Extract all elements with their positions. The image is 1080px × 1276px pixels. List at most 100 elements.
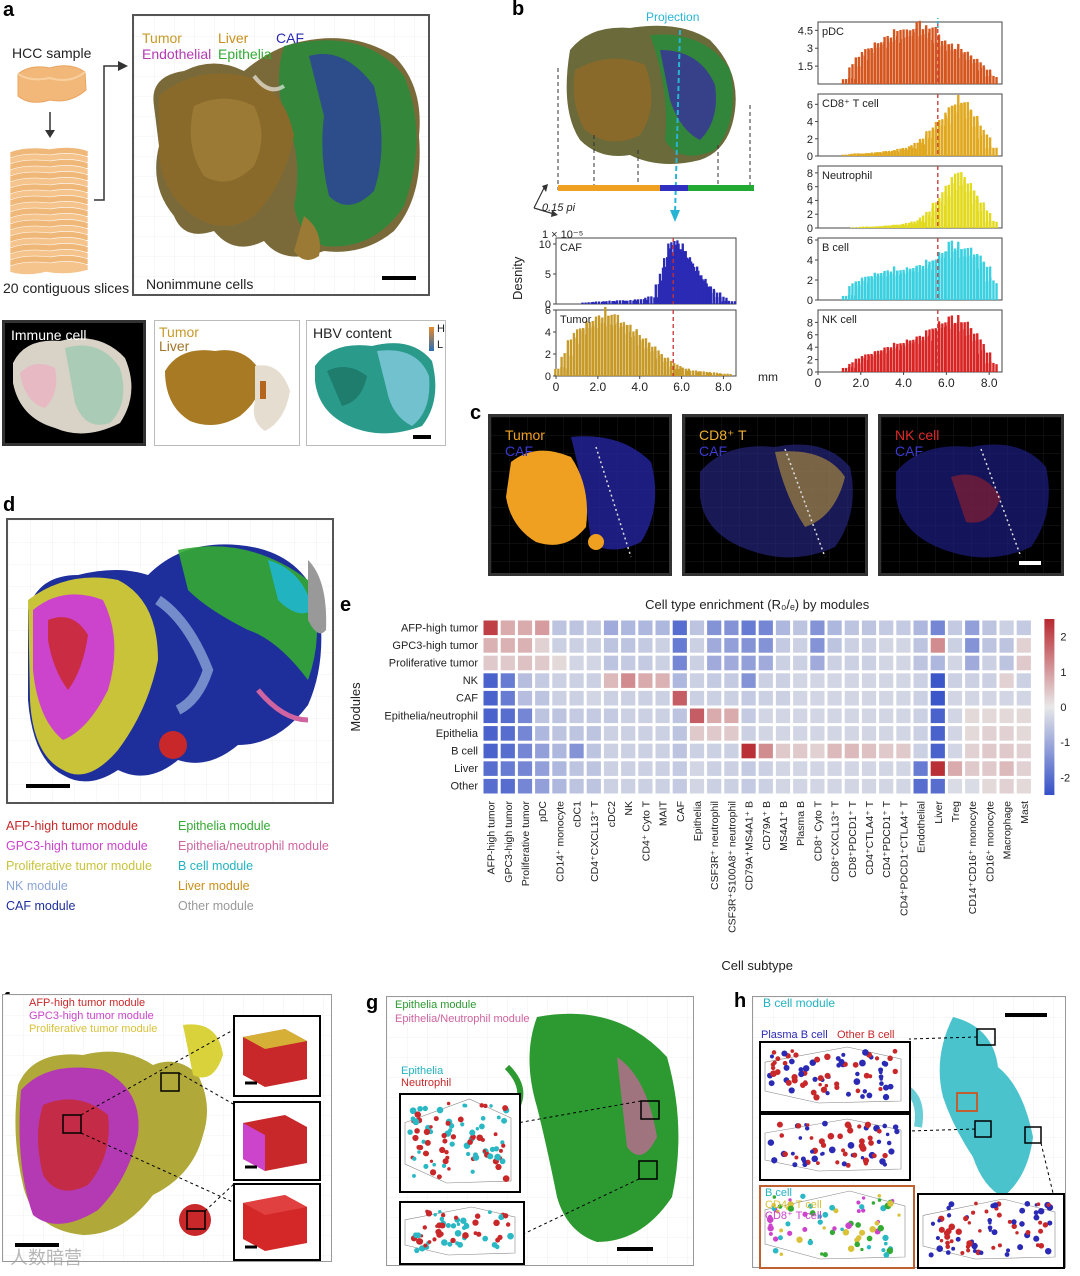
nk-caf-map: NK cell CAF bbox=[878, 414, 1064, 576]
cell-cloud bbox=[764, 1046, 902, 1104]
hist-bar bbox=[633, 299, 637, 304]
cell-dot bbox=[892, 1048, 898, 1054]
cell-dot bbox=[794, 1155, 799, 1160]
hist-bar bbox=[896, 224, 899, 228]
hist-bar bbox=[928, 28, 931, 84]
cell-dot bbox=[971, 1210, 976, 1215]
hist-bar bbox=[678, 252, 681, 304]
cell-dot bbox=[809, 1136, 814, 1140]
cell-dot bbox=[429, 1125, 433, 1129]
hist-bar bbox=[867, 355, 870, 372]
hist-bar bbox=[841, 295, 845, 300]
hist-bar bbox=[709, 372, 713, 376]
cell-dot bbox=[800, 1156, 806, 1162]
hist-bar bbox=[902, 37, 906, 84]
hist-bar bbox=[861, 54, 864, 84]
cell-dot bbox=[418, 1245, 426, 1252]
hist-bar bbox=[947, 184, 950, 228]
hist-bar bbox=[857, 56, 861, 84]
hist-bar bbox=[590, 302, 593, 304]
heatmap-cell bbox=[638, 620, 653, 636]
cell-dot bbox=[453, 1215, 459, 1220]
heatmap-cell bbox=[638, 673, 653, 688]
cell-dot bbox=[785, 1221, 791, 1227]
cell-dot bbox=[865, 1124, 870, 1129]
cell-dot bbox=[1038, 1228, 1044, 1234]
panel-label-d: d bbox=[3, 494, 16, 516]
density-histograms-left: 0 5 10 CAF 0 2 4 6 Tumor 0 2.0 4.0 6.0 8.0 bbox=[539, 237, 737, 392]
cell-dot bbox=[464, 1222, 469, 1227]
heatmap-cell bbox=[517, 620, 533, 636]
heatmap-cell bbox=[586, 726, 601, 741]
hist-bar bbox=[904, 147, 908, 156]
cell-dot bbox=[866, 1092, 873, 1099]
heatmap-cell bbox=[896, 726, 911, 741]
hist-bar bbox=[880, 351, 883, 372]
hist-bar bbox=[699, 371, 702, 376]
heatmap-cell bbox=[879, 726, 894, 741]
heatmap-cell bbox=[586, 673, 601, 688]
heatmap-cell bbox=[827, 655, 842, 671]
heatmap-cell bbox=[638, 638, 653, 653]
hbv-content-label: HBV content bbox=[313, 325, 392, 341]
heatmap-cell bbox=[947, 708, 963, 724]
heatmap-col-label: Endothelial bbox=[916, 801, 928, 853]
cell-dot bbox=[770, 1065, 776, 1071]
heatmap-cell bbox=[775, 673, 791, 688]
hist-bar bbox=[979, 262, 983, 300]
colorbar-tick-label: 0 bbox=[1060, 702, 1066, 714]
cell-dot bbox=[1042, 1222, 1049, 1228]
h-inset-cd8: CD8⁺ T cell bbox=[765, 1210, 822, 1222]
heatmap-cell bbox=[844, 778, 859, 794]
heatmap-cell bbox=[689, 743, 705, 759]
heatmap-cell bbox=[621, 726, 636, 741]
cell-dot bbox=[450, 1237, 456, 1244]
hist-bar bbox=[916, 220, 919, 228]
heatmap-cell bbox=[913, 620, 928, 636]
heatmap-cell bbox=[621, 708, 636, 724]
heatmap-cell bbox=[879, 673, 894, 688]
cell-dot bbox=[429, 1169, 437, 1176]
g-inset-2 bbox=[399, 1201, 525, 1265]
hist-bar bbox=[921, 265, 925, 300]
angle-label: 0.15 pi bbox=[542, 202, 576, 214]
hist-bar bbox=[614, 301, 617, 304]
c2-label-cd8: CD8⁺ T bbox=[699, 427, 747, 443]
cell-dot bbox=[996, 1212, 1002, 1218]
b-cell-modules-3d: B cell module Plasma B cell Other B cell… bbox=[752, 996, 1066, 1269]
cell-dot bbox=[860, 1094, 865, 1099]
heatmap-cell bbox=[552, 655, 567, 671]
hist-bar bbox=[713, 297, 716, 304]
heatmap-cell bbox=[517, 778, 533, 794]
hbv-high-label: H bbox=[437, 323, 445, 335]
heatmap-cell bbox=[793, 778, 808, 794]
hist-bar bbox=[867, 153, 870, 156]
hist-bar bbox=[882, 151, 885, 156]
cell-dot bbox=[802, 1065, 810, 1072]
cell-dot bbox=[951, 1246, 956, 1251]
hist-bar bbox=[905, 269, 909, 300]
module-legend-right: Epithelia module Epithelia/neutrophil mod… bbox=[178, 816, 348, 916]
hist-bar bbox=[966, 59, 970, 84]
cell-dot bbox=[445, 1155, 450, 1160]
cell-dot bbox=[833, 1208, 839, 1214]
heatmap-cell bbox=[672, 655, 687, 671]
cell-dot bbox=[441, 1132, 447, 1139]
hist-bar bbox=[973, 256, 976, 300]
cell-dot bbox=[855, 1222, 861, 1228]
cell-dot bbox=[877, 1193, 882, 1198]
h-plasma-label: Plasma B cell bbox=[761, 1029, 828, 1041]
slices-stack-illustration bbox=[9, 147, 89, 275]
hist-bar bbox=[566, 340, 570, 376]
hist-bar bbox=[876, 273, 880, 300]
cell-dot bbox=[944, 1233, 951, 1240]
hist-bar bbox=[925, 37, 928, 84]
hbv-colorbar bbox=[429, 327, 434, 351]
cell-dot bbox=[802, 1080, 808, 1086]
cell-dot bbox=[777, 1204, 783, 1209]
heatmap-cell bbox=[896, 743, 911, 759]
h-inset-cd4: CD4⁺ T cell bbox=[765, 1199, 822, 1211]
cell-dot bbox=[966, 1248, 971, 1253]
hist-bar bbox=[989, 277, 992, 300]
cell-dot bbox=[436, 1174, 442, 1180]
